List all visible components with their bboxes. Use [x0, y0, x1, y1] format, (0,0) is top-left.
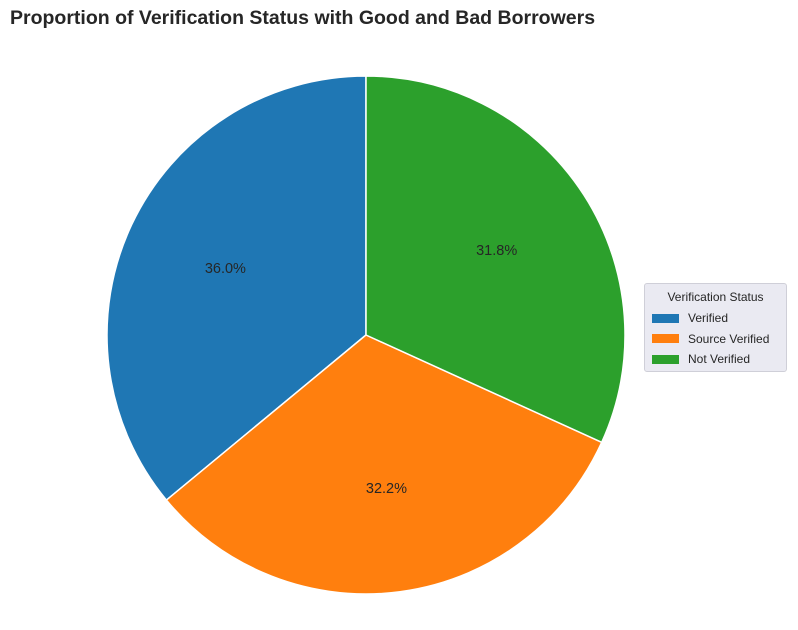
slice-label-source-verified: 32.2%	[366, 481, 407, 497]
pie-slice-source-verified	[165, 334, 603, 595]
pie-slice-not-verified	[365, 75, 626, 444]
pie-slice-verified	[106, 75, 367, 501]
slice-label-not-verified: 31.8%	[476, 243, 517, 259]
chart-title: Proportion of Verification Status with G…	[10, 7, 596, 29]
pie-slice-labels: 36.0% 32.2% 31.8%	[205, 243, 518, 497]
legend-item-source-verified: Source Verified	[645, 329, 786, 350]
legend-label-verified: Verified	[688, 311, 729, 326]
legend-swatch-not-verified	[652, 354, 679, 364]
legend-label-not-verified: Not Verified	[688, 352, 751, 367]
slice-label-verified: 36.0%	[205, 261, 246, 277]
legend-label-source-verified: Source Verified	[688, 331, 770, 346]
legend-title: Verification Status	[667, 290, 764, 304]
legend-item-verified: Verified	[645, 308, 786, 329]
pie-slices	[106, 75, 626, 595]
legend-swatch-source-verified	[652, 334, 679, 344]
legend-item-not-verified: Not Verified	[645, 349, 786, 370]
legend: Verification Status Verified Source Veri…	[644, 283, 787, 372]
legend-swatch-verified	[652, 313, 679, 323]
